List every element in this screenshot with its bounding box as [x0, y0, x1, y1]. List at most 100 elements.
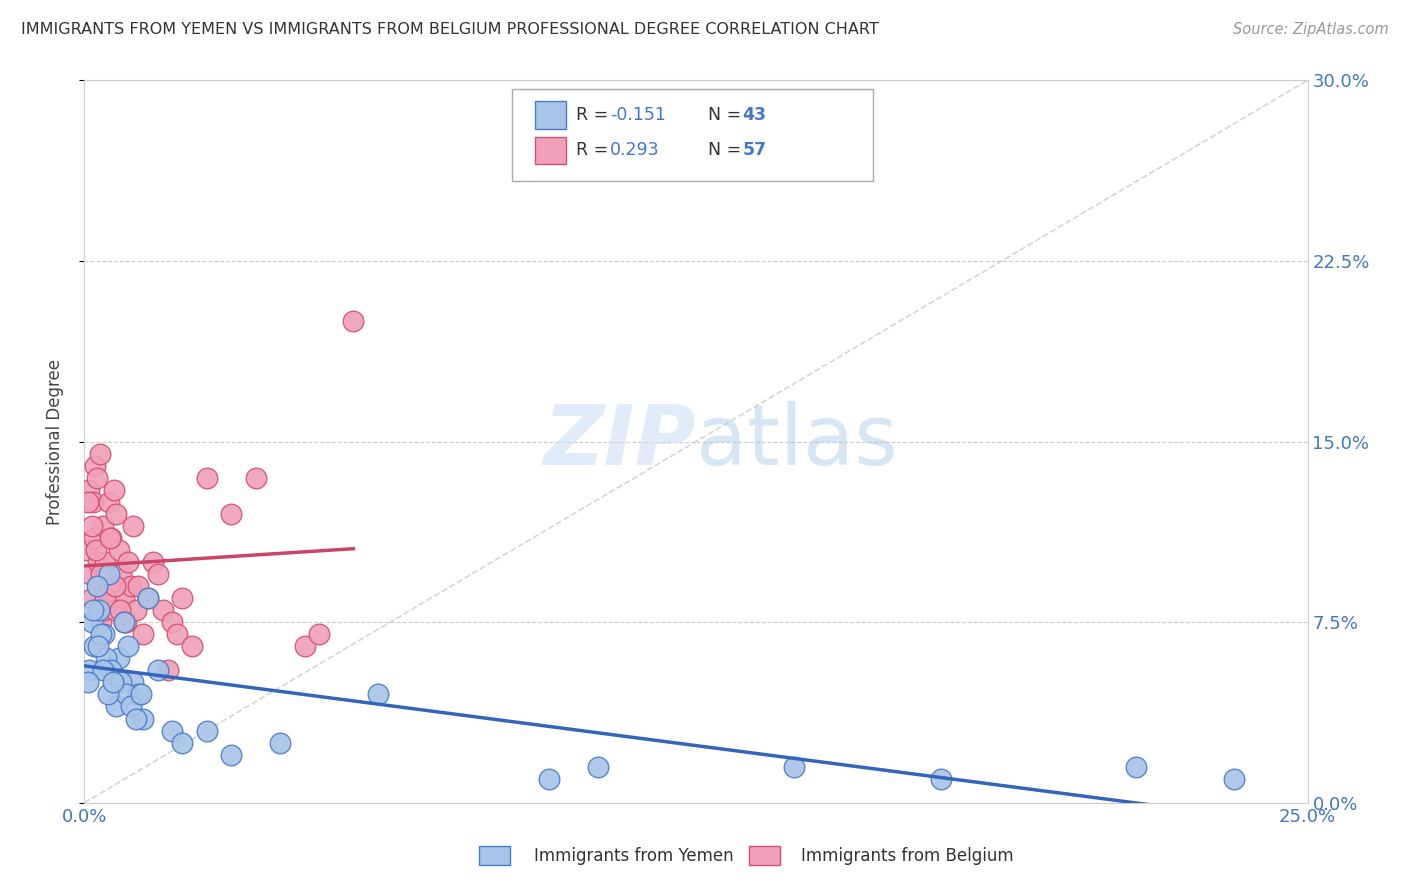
Text: Source: ZipAtlas.com: Source: ZipAtlas.com — [1233, 22, 1389, 37]
Point — [83, 639, 105, 653]
Point — [127, 687, 149, 701]
Point — [125, 712, 148, 726]
Point — [91, 664, 114, 678]
Text: atlas: atlas — [696, 401, 897, 482]
Point — [86, 471, 108, 485]
Point — [122, 675, 145, 690]
Point — [103, 675, 125, 690]
Point — [1125, 760, 1147, 774]
Point — [94, 555, 117, 569]
Point — [146, 664, 169, 678]
Point — [104, 579, 127, 593]
Point — [105, 507, 128, 521]
Point — [93, 603, 115, 617]
FancyBboxPatch shape — [513, 89, 873, 181]
Point — [115, 687, 138, 701]
Point — [82, 494, 104, 508]
Text: 0.293: 0.293 — [610, 141, 659, 160]
Point — [107, 651, 129, 665]
Text: 43: 43 — [742, 106, 766, 124]
Point — [87, 639, 110, 653]
Point — [219, 747, 242, 762]
Point — [122, 519, 145, 533]
FancyBboxPatch shape — [749, 846, 780, 865]
Point — [120, 579, 142, 593]
Point — [84, 542, 107, 557]
Point — [84, 458, 107, 473]
Point — [79, 567, 101, 582]
Point — [80, 591, 103, 606]
Point — [342, 314, 364, 328]
Point — [308, 627, 330, 641]
Point — [120, 699, 142, 714]
Point — [125, 603, 148, 617]
Point — [195, 471, 218, 485]
Point — [181, 639, 204, 653]
Text: Immigrants from Belgium: Immigrants from Belgium — [801, 847, 1014, 865]
Point — [156, 664, 179, 678]
Point — [82, 519, 104, 533]
Point — [82, 603, 104, 617]
Point — [77, 483, 100, 497]
Point — [98, 531, 121, 545]
Point — [97, 567, 120, 582]
Point — [90, 615, 112, 630]
Point — [83, 531, 105, 545]
Point — [245, 471, 267, 485]
Point — [166, 627, 188, 641]
Point — [152, 603, 174, 617]
FancyBboxPatch shape — [479, 846, 510, 865]
Text: ZIP: ZIP — [543, 401, 696, 482]
Point — [269, 735, 291, 749]
Point — [783, 760, 806, 774]
Point — [89, 567, 111, 582]
Point — [91, 519, 114, 533]
Point — [77, 675, 100, 690]
Point — [97, 494, 120, 508]
Point — [98, 579, 121, 593]
Point — [107, 542, 129, 557]
Point — [97, 687, 120, 701]
Point — [146, 567, 169, 582]
Point — [89, 446, 111, 460]
Point — [127, 579, 149, 593]
Point — [100, 531, 122, 545]
Text: N =: N = — [709, 106, 747, 124]
Point — [132, 627, 155, 641]
Point — [87, 603, 110, 617]
Point — [101, 675, 124, 690]
Point — [103, 483, 125, 497]
Text: N =: N = — [709, 141, 747, 160]
Point — [112, 591, 135, 606]
Point — [195, 723, 218, 738]
Point — [367, 687, 389, 701]
Point — [115, 615, 138, 630]
Point — [96, 567, 118, 582]
Point — [129, 687, 152, 701]
Point — [294, 639, 316, 653]
Point — [117, 555, 139, 569]
Point — [117, 639, 139, 653]
Point — [77, 664, 100, 678]
Point — [162, 615, 184, 630]
Point — [76, 542, 98, 557]
Point — [87, 555, 110, 569]
Point — [219, 507, 242, 521]
Point — [110, 567, 132, 582]
Point — [538, 772, 561, 786]
Point — [94, 591, 117, 606]
Point — [112, 615, 135, 630]
Point — [929, 772, 952, 786]
Point — [1223, 772, 1246, 786]
Point — [93, 627, 115, 641]
FancyBboxPatch shape — [534, 101, 567, 128]
FancyBboxPatch shape — [534, 136, 567, 164]
Point — [77, 494, 100, 508]
Point — [142, 555, 165, 569]
Y-axis label: Professional Degree: Professional Degree — [45, 359, 63, 524]
Text: R =: R = — [576, 141, 614, 160]
Point — [96, 651, 118, 665]
Point — [104, 603, 127, 617]
Point — [97, 591, 120, 606]
Point — [586, 760, 609, 774]
